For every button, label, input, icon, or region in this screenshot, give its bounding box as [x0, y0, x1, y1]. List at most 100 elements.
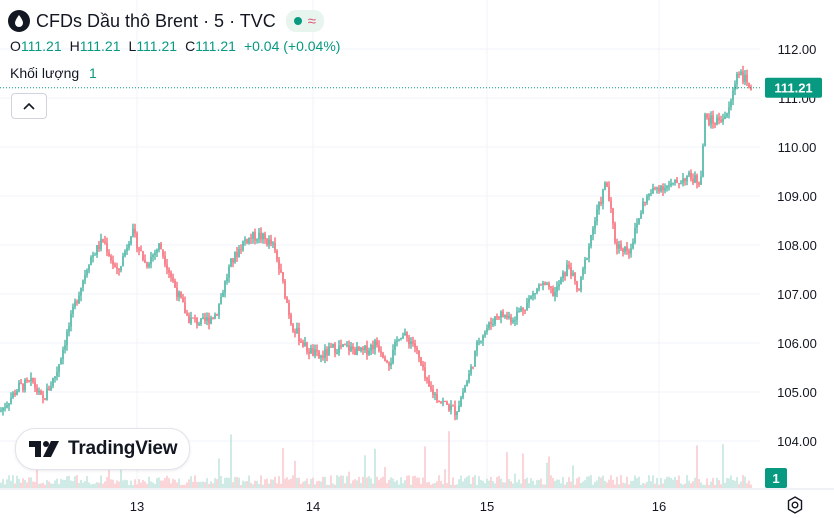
- volume-bar: [216, 479, 218, 488]
- candle-body: [180, 291, 182, 298]
- volume-bar: [290, 478, 292, 488]
- volume-bar: [20, 482, 22, 488]
- candle-body: [602, 189, 604, 204]
- volume-bar: [714, 484, 716, 488]
- candle-body: [294, 331, 296, 334]
- candle-body: [508, 316, 510, 318]
- candle-body: [96, 245, 98, 255]
- candle-body: [734, 83, 736, 91]
- volume-bar: [70, 480, 72, 488]
- symbol-title[interactable]: CFDs Dầu thô Brent · 5 · TVC: [36, 10, 276, 31]
- candle-body: [248, 237, 250, 244]
- chart-settings-button[interactable]: [784, 494, 806, 516]
- volume-bar: [420, 483, 422, 488]
- candle-body: [620, 244, 622, 249]
- candle-body: [648, 193, 650, 197]
- volume-bar: [56, 478, 58, 488]
- volume-bar: [616, 476, 618, 488]
- volume-bar: [86, 476, 88, 488]
- volume-bar: [316, 481, 318, 488]
- volume-bar: [22, 478, 24, 488]
- volume-bar: [390, 477, 392, 488]
- candle-body: [636, 223, 638, 228]
- candle-body: [148, 264, 150, 267]
- candle-body: [342, 344, 344, 347]
- candle-body: [630, 248, 632, 254]
- volume-bar: [450, 484, 452, 488]
- candle-body: [174, 280, 176, 288]
- volume-bar: [104, 481, 106, 488]
- candle-body: [696, 175, 698, 183]
- candle-body: [60, 358, 62, 365]
- volume-bar: [602, 475, 604, 488]
- candle-body: [422, 364, 424, 368]
- volume-bar: [458, 479, 460, 488]
- volume-bar: [646, 481, 648, 488]
- volume-bar: [592, 484, 594, 488]
- volume-bar: [44, 484, 46, 488]
- volume-bar: [296, 477, 298, 488]
- volume-bar: [130, 480, 132, 488]
- volume-bar: [596, 480, 598, 488]
- candle-body: [112, 260, 114, 265]
- volume-bar: [192, 481, 194, 488]
- volume-bar: [214, 478, 216, 488]
- y-tick-label: 104.00: [777, 434, 817, 449]
- volume-bar: [502, 482, 504, 488]
- candle-body: [186, 313, 188, 316]
- candle-body: [270, 239, 272, 244]
- volume-bar: [268, 483, 270, 488]
- y-tick-label: 112.00: [778, 42, 817, 57]
- volume-legend[interactable]: Khối lượng 1: [10, 65, 97, 81]
- volume-bar: [640, 484, 642, 488]
- candle-body: [384, 357, 386, 361]
- candle-body: [308, 351, 310, 354]
- volume-bar: [318, 480, 320, 488]
- candle-body: [80, 287, 82, 296]
- volume-bar: [524, 479, 526, 488]
- volume-bar: [656, 477, 658, 488]
- volume-bar: [376, 476, 378, 488]
- volume-bar: [106, 477, 108, 488]
- volume-bar: [334, 484, 336, 488]
- volume-bar: [218, 458, 220, 488]
- candle-body: [160, 243, 162, 250]
- candle-body: [6, 405, 8, 408]
- candle-body: [722, 118, 724, 122]
- volume-bar: [276, 483, 278, 488]
- candle-body: [204, 317, 206, 321]
- volume-bar: [494, 483, 496, 488]
- candle-body: [634, 227, 636, 243]
- volume-bar: [388, 479, 390, 488]
- candle-body: [618, 244, 620, 249]
- chart-header: CFDs Dầu thô Brent · 5 · TVC ≈: [8, 8, 324, 34]
- volume-bar: [40, 483, 42, 488]
- volume-bar: [622, 482, 624, 488]
- volume-bar: [412, 476, 414, 488]
- candle-body: [596, 209, 598, 222]
- candle-body: [90, 257, 92, 266]
- volume-bar: [512, 483, 514, 488]
- candle-body: [504, 315, 506, 317]
- market-status-pill[interactable]: ≈: [285, 10, 324, 32]
- candle-body: [68, 326, 70, 332]
- tradingview-logo[interactable]: TradingView: [15, 428, 191, 470]
- candle-body: [432, 389, 434, 395]
- volume-bar: [48, 481, 50, 488]
- volume-bar: [608, 479, 610, 488]
- candle-body: [374, 340, 376, 350]
- candle-body: [244, 239, 246, 242]
- volume-bar: [272, 479, 274, 488]
- volume-bar: [242, 480, 244, 488]
- candle-body: [586, 258, 588, 260]
- candle-body: [182, 297, 184, 303]
- candle-body: [364, 345, 366, 351]
- volume-bar: [492, 481, 494, 488]
- candle-body: [192, 317, 194, 319]
- volume-bar: [258, 484, 260, 488]
- volume-bar: [440, 480, 442, 488]
- candle-body: [184, 302, 186, 314]
- collapse-legend-button[interactable]: [11, 93, 47, 119]
- candle-body: [224, 281, 226, 293]
